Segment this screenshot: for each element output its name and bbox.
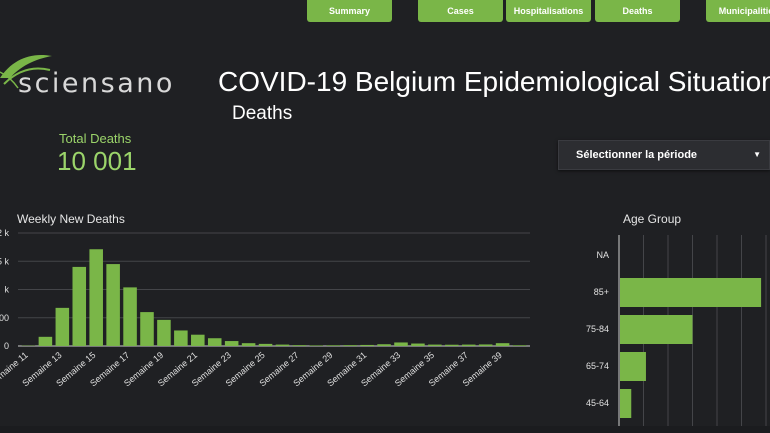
weekly-death-bar[interactable]	[309, 345, 324, 346]
weekly-death-bar[interactable]	[445, 344, 459, 346]
sciensano-logo-icon	[0, 54, 52, 89]
age-group-chart-title: Age Group	[623, 212, 682, 226]
total-deaths-label: Total Deaths	[59, 131, 132, 146]
weekly-death-bar[interactable]	[174, 330, 188, 346]
age-group-chart: NA 85+ 75-84 65-74 45-64	[586, 235, 767, 426]
nav-summary-button[interactable]: Summary	[307, 0, 392, 22]
weekly-death-bar[interactable]	[292, 345, 307, 346]
weekly-death-bar[interactable]	[478, 344, 493, 346]
weekly-death-bar[interactable]	[377, 344, 391, 346]
age-group-label: 45-64	[586, 398, 609, 408]
age-group-label: 75-84	[586, 324, 609, 334]
total-deaths-value: 10 001	[57, 146, 137, 176]
y-tick-label: k	[5, 285, 10, 295]
weekly-death-bar[interactable]	[360, 344, 374, 346]
nav-cases-button[interactable]: Cases	[418, 0, 503, 22]
age-group-label: 85+	[594, 287, 609, 297]
y-tick-label: 2 k	[0, 228, 9, 238]
weekly-death-bar[interactable]	[224, 341, 239, 346]
weekly-death-bar[interactable]	[428, 344, 442, 346]
footer-bar	[0, 426, 770, 433]
weekly-death-bar[interactable]	[191, 334, 205, 346]
top-navbar: Summary Cases Hospitalisations Deaths Mu…	[0, 0, 770, 22]
age-group-bar[interactable]	[620, 389, 632, 418]
page-subtitle: Deaths	[232, 103, 293, 124]
nav-municipalities-button[interactable]: Municipalities	[706, 0, 770, 22]
weekly-death-bar[interactable]	[106, 264, 120, 346]
weekly-death-bar[interactable]	[38, 336, 53, 346]
age-group-label: NA	[596, 250, 609, 260]
weekly-death-bar[interactable]	[512, 345, 527, 346]
period-select-label: Sélectionner la période	[576, 149, 698, 161]
y-tick-label: 0	[4, 341, 9, 351]
weekly-death-bar[interactable]	[89, 249, 103, 346]
y-tick-label: 00	[0, 313, 9, 323]
weekly-death-bar[interactable]	[411, 343, 425, 346]
weekly-death-bar[interactable]	[55, 307, 70, 346]
weekly-death-bar[interactable]	[72, 266, 87, 346]
logo-text: sciensano	[18, 68, 175, 99]
weekly-death-bar[interactable]	[495, 343, 510, 346]
age-group-bar[interactable]	[620, 352, 646, 381]
caret-down-icon: ▼	[753, 150, 761, 159]
weekly-death-bar[interactable]	[275, 344, 290, 346]
weekly-death-bar[interactable]	[157, 319, 171, 346]
weekly-death-bar[interactable]	[394, 342, 408, 346]
page-title: COVID-19 Belgium Epidemiological Situati…	[218, 66, 770, 97]
weekly-death-bar[interactable]	[241, 343, 256, 346]
age-group-bar[interactable]	[620, 315, 693, 344]
period-select-dropdown[interactable]: Sélectionner la période ▼	[558, 140, 770, 170]
weekly-death-bar[interactable]	[140, 312, 154, 346]
age-group-label: 65-74	[586, 361, 609, 371]
age-group-bar[interactable]	[620, 278, 762, 307]
weekly-death-bar[interactable]	[258, 343, 273, 346]
weekly-death-bar[interactable]	[207, 338, 222, 346]
weekly-death-bar[interactable]	[326, 345, 341, 346]
weekly-death-bar[interactable]	[343, 345, 357, 346]
weekly-deaths-chart-title: Weekly New Deaths	[17, 212, 125, 226]
y-tick-label: 5 k	[0, 256, 9, 266]
nav-hospitalisations-button[interactable]: Hospitalisations	[506, 0, 591, 22]
weekly-death-bar[interactable]	[461, 344, 476, 346]
weekly-death-bar[interactable]	[123, 287, 137, 346]
nav-deaths-button[interactable]: Deaths	[595, 0, 680, 22]
